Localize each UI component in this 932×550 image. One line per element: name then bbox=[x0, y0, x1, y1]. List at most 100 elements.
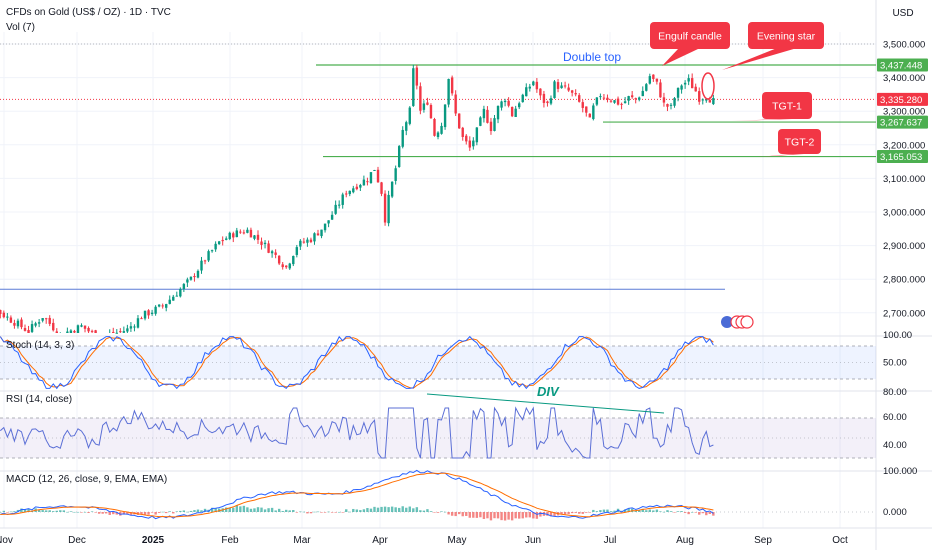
macd-histogram-bar bbox=[634, 510, 637, 512]
time-tick-label: Jul bbox=[604, 535, 617, 546]
price-tick-label: 3,500.000 bbox=[883, 40, 925, 51]
volume-label: Vol (7) bbox=[6, 22, 35, 33]
price-tag bbox=[877, 92, 928, 106]
candle bbox=[37, 322, 41, 324]
macd-histogram-bar bbox=[41, 510, 44, 512]
macd-histogram-bar bbox=[122, 512, 126, 515]
candle bbox=[690, 78, 694, 89]
macd-histogram-bar bbox=[210, 507, 214, 512]
candle bbox=[362, 179, 366, 186]
candle bbox=[616, 98, 620, 105]
macd-histogram-bar bbox=[401, 506, 404, 512]
time-tick-label: May bbox=[448, 535, 467, 546]
macd-histogram-bar bbox=[690, 511, 694, 513]
stoch-label[interactable]: Stoch (14, 3, 3) bbox=[6, 340, 75, 351]
macd-histogram-bar bbox=[599, 510, 602, 512]
candle bbox=[454, 94, 457, 114]
candle bbox=[687, 78, 690, 82]
macd-histogram-bar bbox=[606, 509, 609, 512]
macd-histogram-bar bbox=[27, 508, 30, 512]
candle bbox=[563, 85, 567, 87]
price-tag-label: 3,267.637 bbox=[880, 118, 922, 129]
macd-histogram-bar bbox=[260, 507, 263, 512]
macd-histogram-bar bbox=[327, 511, 330, 513]
rsi-label[interactable]: RSI (14, close) bbox=[6, 394, 73, 405]
price-tag-label: 3,165.053 bbox=[880, 152, 922, 163]
macd-line bbox=[0, 469, 714, 520]
macd-histogram-bar bbox=[475, 512, 479, 518]
candle bbox=[493, 118, 496, 131]
candle bbox=[570, 90, 574, 93]
macd-histogram-bar bbox=[140, 512, 143, 515]
macd-histogram-bar bbox=[645, 510, 648, 512]
macd-histogram-bar bbox=[281, 510, 284, 512]
macd-histogram-bar bbox=[90, 511, 94, 513]
macd-histogram-bar bbox=[369, 508, 373, 512]
candle bbox=[394, 168, 397, 181]
macd-histogram-bar bbox=[200, 510, 203, 512]
stoch-tick: 50.00 bbox=[883, 358, 907, 369]
candle bbox=[175, 295, 178, 297]
candle bbox=[327, 220, 330, 224]
macd-histogram-bar bbox=[115, 512, 118, 515]
candle bbox=[390, 181, 394, 197]
double-top-label: Double top bbox=[563, 50, 621, 64]
macd-histogram-bar bbox=[277, 508, 281, 512]
macd-histogram-bar bbox=[648, 509, 652, 512]
macd-histogram-bar bbox=[337, 511, 341, 513]
candle bbox=[235, 230, 239, 238]
macd-histogram-bar bbox=[422, 510, 426, 512]
candle bbox=[655, 78, 659, 82]
macd-histogram-bar bbox=[228, 507, 231, 512]
candle bbox=[634, 98, 637, 100]
macd-histogram-bar bbox=[676, 511, 680, 512]
macd-histogram-bar bbox=[440, 511, 443, 512]
divergence-line bbox=[426, 393, 665, 414]
macd-histogram-bar bbox=[175, 511, 178, 513]
price-tag bbox=[877, 150, 928, 164]
macd-label[interactable]: MACD (12, 26, close, 9, EMA, EMA) bbox=[6, 474, 168, 485]
candle bbox=[461, 127, 464, 137]
candle bbox=[207, 251, 210, 261]
macd-histogram-bar bbox=[641, 508, 644, 512]
candle bbox=[482, 108, 486, 119]
candle bbox=[147, 310, 150, 316]
macd-histogram-bar bbox=[66, 511, 69, 513]
candle bbox=[623, 101, 627, 104]
candle bbox=[299, 240, 302, 247]
macd-histogram-bar bbox=[295, 512, 299, 513]
candle bbox=[507, 100, 510, 106]
macd-histogram-bar bbox=[55, 510, 58, 512]
candle bbox=[472, 140, 475, 147]
callout-box bbox=[762, 92, 812, 119]
candle bbox=[405, 122, 408, 131]
candle bbox=[525, 87, 528, 97]
candle bbox=[539, 88, 542, 96]
candle bbox=[503, 100, 507, 103]
candle bbox=[397, 146, 401, 167]
candle bbox=[521, 94, 524, 103]
macd-histogram-bar bbox=[87, 512, 90, 513]
candle bbox=[165, 304, 168, 308]
candle bbox=[87, 327, 90, 332]
macd-histogram-bar bbox=[380, 506, 383, 512]
candle bbox=[443, 104, 447, 128]
macd-histogram-bar bbox=[165, 512, 168, 514]
candle bbox=[652, 74, 655, 79]
candle bbox=[659, 82, 662, 98]
candle bbox=[9, 317, 13, 323]
candle bbox=[263, 242, 267, 245]
macd-histogram-bar bbox=[143, 512, 147, 515]
macd-histogram-bar bbox=[285, 509, 288, 512]
macd-histogram-bar bbox=[0, 512, 2, 513]
currency-button[interactable]: USD bbox=[892, 8, 914, 19]
macd-histogram-bar bbox=[415, 507, 419, 512]
macd-histogram-bar bbox=[37, 509, 41, 512]
macd-histogram-bar bbox=[108, 512, 111, 515]
macd-histogram-bar bbox=[574, 512, 577, 513]
macd-histogram-bar bbox=[666, 510, 669, 512]
candle bbox=[468, 140, 471, 148]
candle bbox=[383, 193, 387, 223]
candle bbox=[309, 239, 313, 243]
